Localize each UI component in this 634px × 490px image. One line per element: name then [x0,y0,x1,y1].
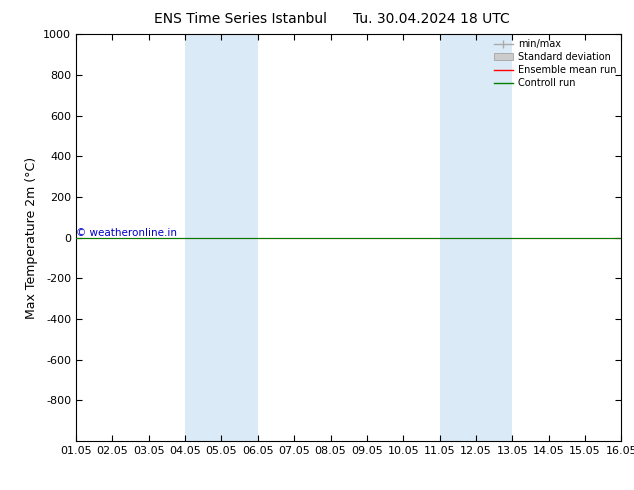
Bar [439,34,512,441]
Text: Tu. 30.04.2024 18 UTC: Tu. 30.04.2024 18 UTC [353,12,510,26]
Text: © weatheronline.in: © weatheronline.in [77,228,178,238]
Y-axis label: Max Temperature 2m (°C): Max Temperature 2m (°C) [25,157,37,318]
Bar [185,34,258,441]
Legend: min/max, Standard deviation, Ensemble mean run, Controll run: min/max, Standard deviation, Ensemble me… [494,39,616,88]
Text: ENS Time Series Istanbul: ENS Time Series Istanbul [155,12,327,26]
